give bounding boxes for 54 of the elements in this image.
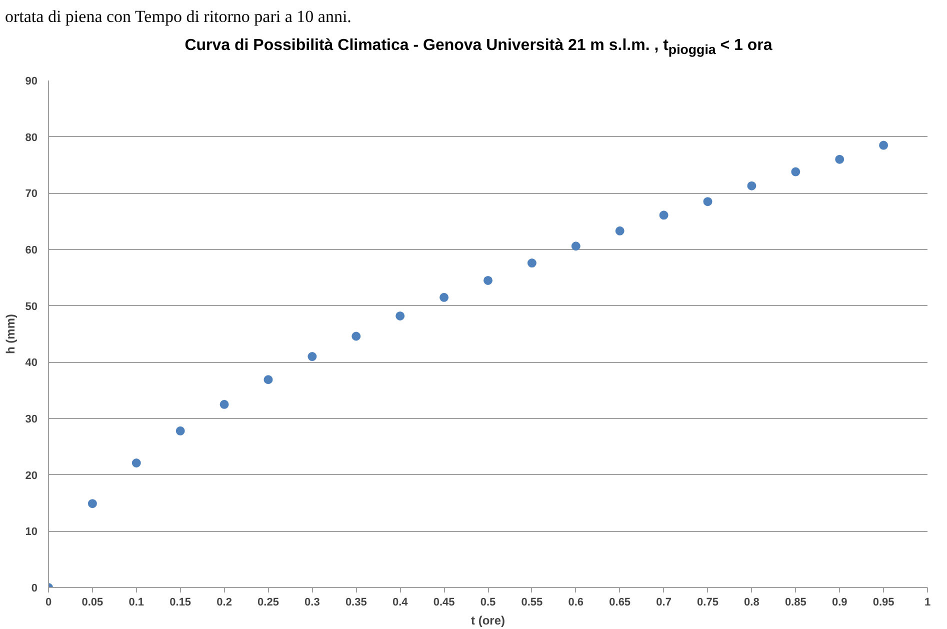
x-tick-label: 0.8 xyxy=(744,596,760,608)
x-tick-label: 0 xyxy=(45,596,52,608)
point xyxy=(484,276,492,285)
point xyxy=(835,154,844,164)
y-tick-label: 50 xyxy=(25,300,38,313)
point xyxy=(703,197,712,206)
y-tick-label: 80 xyxy=(25,132,38,144)
x-tick-label: 0.55 xyxy=(521,596,543,608)
point xyxy=(879,140,888,150)
point xyxy=(132,458,141,468)
point xyxy=(220,400,229,409)
point xyxy=(88,499,97,508)
point xyxy=(308,352,317,362)
x-tick-label: 0.15 xyxy=(170,596,192,608)
point xyxy=(791,167,800,176)
y-tick-label: 0 xyxy=(31,582,38,594)
x-tick-label: 0.25 xyxy=(258,596,279,608)
point xyxy=(615,226,624,236)
point xyxy=(527,258,536,268)
chart-title: Curva di Possibilità Climatica - Genova Università 21 m s.l.m. , t$_{pioggia}$ < 1 ora xyxy=(184,36,772,60)
x-tick-label: 0.3 xyxy=(304,596,320,608)
point xyxy=(264,375,273,384)
point xyxy=(659,210,668,220)
x-tick-label: 0.65 xyxy=(609,596,631,608)
x-tick-label: 0.6 xyxy=(568,596,584,608)
x-tick-label: 0.5 xyxy=(480,596,496,608)
x-axis-title: t (ore) xyxy=(471,614,505,628)
point xyxy=(440,292,449,302)
y-tick-label: 20 xyxy=(25,470,38,482)
x-tick-label: 0.9 xyxy=(832,596,848,608)
y-tick-label: 60 xyxy=(25,244,38,256)
text: ortata di piena con Tempo di ritorno pari a 10 anni. xyxy=(5,6,352,28)
x-tick-label: 0.85 xyxy=(784,596,806,608)
point xyxy=(747,181,756,190)
x-tick-label: 0.05 xyxy=(82,596,104,608)
x-tick-label: 0.2 xyxy=(216,596,232,608)
point xyxy=(396,311,405,320)
point xyxy=(352,332,361,341)
y-axis-title: h (mm) xyxy=(3,314,18,354)
x-tick-label: 1 xyxy=(924,596,931,608)
x-tick-label: 0.45 xyxy=(433,596,455,608)
x-tick-label: 0.35 xyxy=(345,596,367,608)
x-tick-label: 0.1 xyxy=(128,596,144,608)
point xyxy=(571,242,580,251)
y-tick-label: 70 xyxy=(25,188,38,200)
x-tick-label: 0.4 xyxy=(392,596,409,608)
x-tick-label: 0.7 xyxy=(656,596,672,608)
point xyxy=(176,426,185,436)
y-tick-label: 30 xyxy=(25,414,38,426)
x-tick-label: 0.75 xyxy=(697,596,718,608)
y-tick-label: 10 xyxy=(25,526,38,538)
x-tick-label: 0.95 xyxy=(872,596,894,608)
y-tick-label: 40 xyxy=(25,357,38,370)
y-tick-label: 90 xyxy=(25,76,38,88)
